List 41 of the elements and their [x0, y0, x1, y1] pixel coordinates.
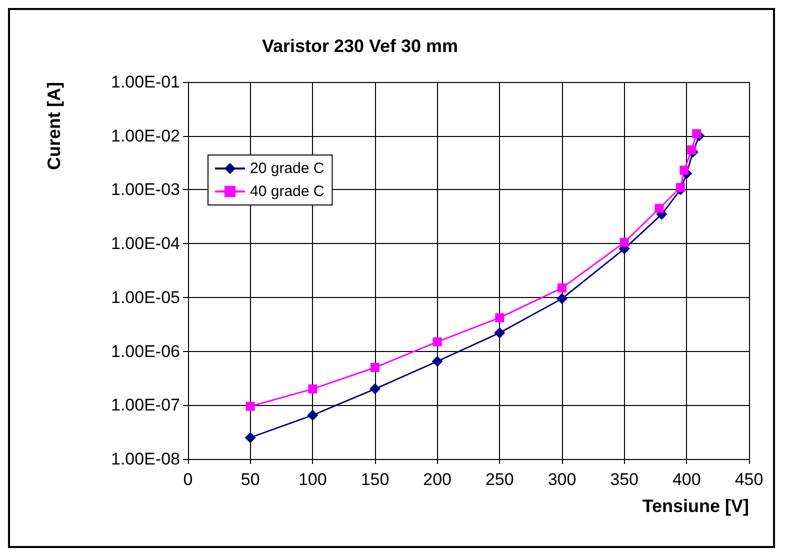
x-tick-label: 350 [610, 470, 639, 489]
point [246, 402, 255, 411]
y-tick-label: 1.00E-02 [111, 126, 180, 146]
point [556, 293, 568, 304]
y-tick-label: 1.00E-06 [111, 342, 180, 361]
y-tick-label: 1.00E-03 [111, 180, 180, 200]
point [687, 145, 696, 154]
y-tick-label: 1.00E-01 [111, 72, 180, 92]
point [370, 363, 380, 372]
point [370, 383, 380, 394]
point [307, 410, 318, 421]
x-tick-label: 0 [183, 470, 193, 489]
point [558, 283, 566, 292]
y-tick-label: 1.00E-08 [111, 450, 180, 468]
point [676, 182, 685, 192]
x-tick-label: 100 [298, 470, 327, 489]
y-tick-label: 1.00E-04 [111, 234, 180, 254]
y-tick-label: 1.00E-05 [111, 288, 180, 307]
x-tick-label: 150 [360, 470, 390, 489]
chart-title: Varistor 230 Vef 30 mm [262, 36, 458, 56]
x-tick-label: 250 [485, 470, 514, 489]
x-tick-label: 50 [240, 470, 260, 489]
point [432, 356, 443, 367]
point [680, 166, 689, 175]
legend-label: 40 grade C [250, 183, 324, 200]
point [308, 384, 318, 394]
y-tick-label: 1.00E-07 [111, 396, 180, 415]
x-tick-label: 450 [734, 470, 764, 489]
y-axis-title: Curent [A] [44, 82, 64, 170]
x-tick-label: 400 [672, 470, 701, 489]
point [620, 238, 629, 247]
point [432, 337, 442, 346]
legend-label: 20 grade C [250, 160, 324, 177]
x-tick-label: 200 [423, 470, 452, 489]
point [495, 313, 504, 322]
point [494, 327, 506, 338]
x-tick-label: 300 [548, 470, 576, 489]
point [692, 129, 702, 138]
x-axis-title: Tensiune [V] [642, 496, 749, 516]
point [654, 204, 664, 213]
point [244, 432, 256, 444]
